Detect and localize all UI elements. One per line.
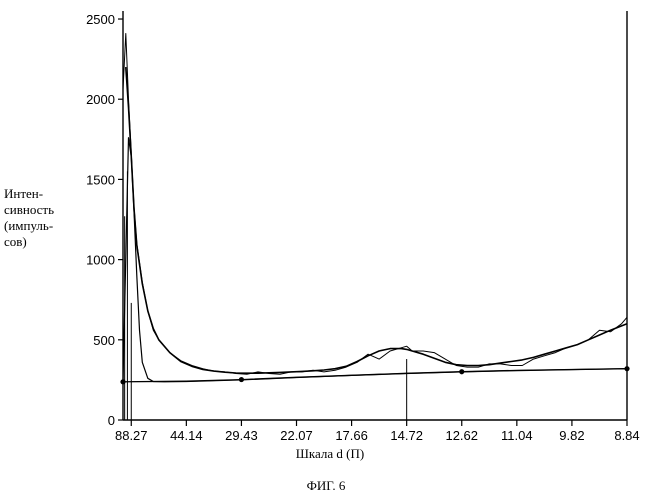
- plot-frame: [123, 11, 627, 420]
- y-tick-label: 2500: [86, 12, 115, 27]
- baseline-point: [459, 369, 464, 374]
- series-line: [123, 138, 627, 382]
- x-tick-label: 17.66: [335, 428, 368, 443]
- y-axis-label-line: Интен-: [4, 186, 104, 202]
- x-tick-label: 12.62: [445, 428, 478, 443]
- x-ticks: 88.27 44.14 29.43 22.07 17.66 14.72 12.62 11.04…: [115, 420, 640, 443]
- y-axis-label-line: сивность: [4, 202, 104, 218]
- x-tick-label: 88.27: [115, 428, 148, 443]
- baseline-point: [239, 377, 244, 382]
- baseline-point: [120, 379, 125, 384]
- series-line: [123, 34, 627, 375]
- y-axis-label-line: сов): [4, 234, 104, 250]
- baseline-point: [624, 366, 629, 371]
- y-tick-label: 500: [93, 333, 115, 348]
- x-tick-label: 14.72: [390, 428, 423, 443]
- x-tick-label: 9.82: [559, 428, 584, 443]
- figure-caption: ФИГ. 6: [226, 478, 426, 494]
- x-tick-label: 29.43: [225, 428, 258, 443]
- y-tick-label: 1000: [86, 253, 115, 268]
- data-series: [123, 34, 627, 382]
- x-axis-label: Шкала d (П): [230, 446, 430, 462]
- x-tick-label: 44.14: [170, 428, 203, 443]
- x-tick-label: 22.07: [280, 428, 313, 443]
- peak-markers: [125, 171, 407, 420]
- series-line: [126, 67, 627, 373]
- y-tick-label: 2000: [86, 92, 115, 107]
- x-tick-label: 11.04: [501, 428, 533, 443]
- x-tick-label: 8.84: [614, 428, 639, 443]
- series-line: [123, 369, 627, 382]
- y-axis-label-line: (импуль-: [4, 218, 104, 234]
- y-tick-label: 0: [108, 413, 115, 428]
- y-axis-label: Интен- сивность (импуль- сов): [4, 186, 104, 250]
